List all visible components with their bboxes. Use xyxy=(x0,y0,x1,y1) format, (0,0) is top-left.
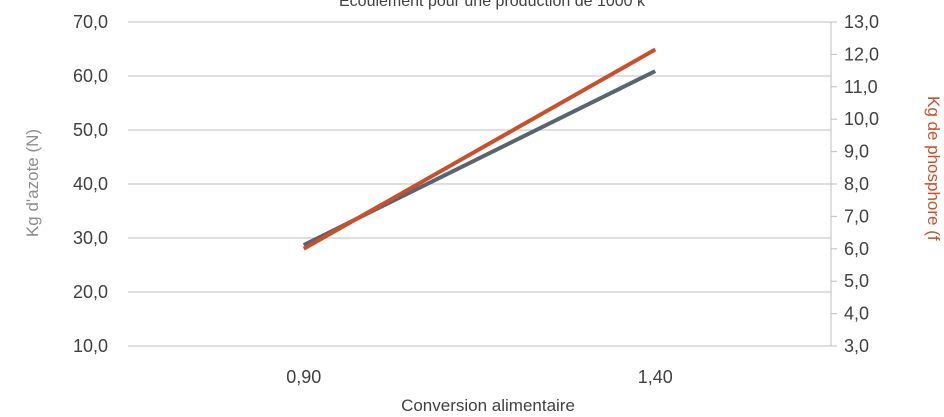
right-y-tick-label: 7,0 xyxy=(844,206,869,226)
right-y-axis-label: Kg de phosphore (f xyxy=(924,96,943,241)
right-y-tick-label: 11,0 xyxy=(844,77,878,97)
y-tick-label: 40,0 xyxy=(73,174,108,194)
gridlines xyxy=(128,21,831,293)
left-y-axis-ticks: 10,0 20,0 30,0 40,0 50,0 60,0 70,0 xyxy=(73,12,108,356)
right-y-tick-label: 3,0 xyxy=(844,336,869,356)
right-y-tick-label: 4,0 xyxy=(844,304,869,324)
series-lines xyxy=(302,47,657,251)
y-tick-label: 50,0 xyxy=(73,120,108,140)
right-y-tick-label: 13,0 xyxy=(844,12,879,32)
right-y-tick-label: 12,0 xyxy=(844,44,879,64)
x-axis-ticks: 0,90 1,40 xyxy=(286,367,673,387)
y-tick-label: 30,0 xyxy=(73,228,108,248)
phosphorus-series-line xyxy=(302,47,657,251)
x-tick-label: 1,40 xyxy=(638,367,673,387)
right-y-tick-label: 5,0 xyxy=(844,271,869,291)
x-axis-label: Conversion alimentaire xyxy=(401,396,575,415)
left-y-axis-label: Kg d'azote (N) xyxy=(23,129,42,237)
right-y-tick-label: 9,0 xyxy=(844,142,869,162)
x-tick-label: 0,90 xyxy=(286,367,321,387)
right-y-tick-label: 10,0 xyxy=(844,109,879,129)
right-y-tick-label: 6,0 xyxy=(844,239,869,259)
chart-title: Écoulement pour une production de 1000 k xyxy=(339,0,646,10)
y-tick-label: 70,0 xyxy=(73,12,108,32)
y-tick-label: 10,0 xyxy=(73,336,108,356)
right-y-axis-ticks: 3,0 4,0 5,0 6,0 7,0 8,0 9,0 10,0 11,0 12,0 13,0 xyxy=(831,12,879,356)
y-tick-label: 20,0 xyxy=(73,282,108,302)
y-tick-label: 60,0 xyxy=(73,66,108,86)
right-y-tick-label: 8,0 xyxy=(844,174,869,194)
